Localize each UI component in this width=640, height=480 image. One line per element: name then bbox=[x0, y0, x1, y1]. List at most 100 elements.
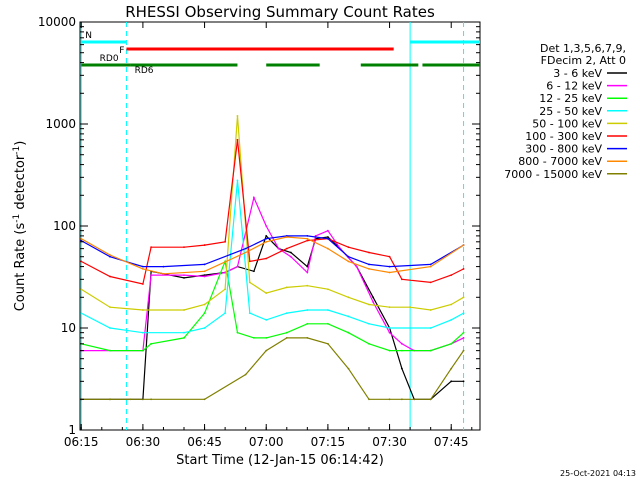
data-point bbox=[462, 312, 465, 314]
data-point bbox=[244, 373, 247, 376]
data-point bbox=[80, 260, 83, 263]
data-point bbox=[368, 342, 370, 345]
data-point bbox=[388, 271, 391, 274]
y-tick-label: 100 bbox=[53, 219, 76, 233]
data-point bbox=[203, 270, 206, 273]
data-point bbox=[326, 309, 329, 311]
data-point bbox=[236, 115, 239, 117]
data-point bbox=[326, 236, 329, 238]
x-tick-label: 06:45 bbox=[187, 435, 222, 449]
data-point bbox=[347, 260, 350, 263]
data-point bbox=[203, 275, 206, 278]
y-tick-label: 10 bbox=[61, 321, 76, 335]
data-point bbox=[326, 322, 329, 325]
data-point bbox=[224, 240, 227, 243]
state-bar-label: RD6 bbox=[135, 66, 154, 76]
data-point bbox=[355, 265, 358, 268]
data-point bbox=[409, 327, 412, 329]
data-point bbox=[183, 309, 185, 311]
y-axis-label-mid: detector bbox=[13, 154, 28, 214]
data-point bbox=[252, 196, 255, 199]
data-point bbox=[326, 288, 329, 291]
y-tick-label: 1 bbox=[68, 423, 76, 437]
data-point bbox=[306, 237, 309, 240]
data-point bbox=[462, 336, 465, 339]
data-point bbox=[265, 225, 268, 227]
data-point bbox=[462, 331, 465, 334]
x-tick-label: 07:15 bbox=[311, 435, 346, 449]
data-point bbox=[203, 398, 206, 401]
data-point bbox=[372, 296, 375, 299]
data-point bbox=[400, 367, 403, 370]
data-point bbox=[368, 251, 370, 254]
data-point bbox=[306, 234, 309, 237]
data-point bbox=[388, 398, 391, 401]
x-tick-label: 06:30 bbox=[126, 435, 161, 449]
data-point bbox=[277, 247, 280, 250]
data-point bbox=[368, 263, 370, 266]
data-point bbox=[450, 319, 453, 321]
legend-entry-label: 100 - 300 keV bbox=[525, 130, 602, 143]
x-tick-label: 07:30 bbox=[372, 435, 407, 449]
data-point bbox=[109, 255, 111, 258]
data-point bbox=[203, 303, 206, 306]
data-point bbox=[80, 239, 83, 242]
data-point bbox=[368, 267, 370, 270]
data-point bbox=[306, 322, 309, 325]
data-point bbox=[265, 257, 268, 260]
data-point bbox=[285, 312, 288, 314]
data-point bbox=[141, 331, 144, 334]
data-point bbox=[109, 398, 111, 401]
data-point bbox=[388, 306, 391, 309]
series-line bbox=[81, 337, 465, 400]
data-point bbox=[252, 336, 255, 339]
legend-entry-label: 50 - 100 keV bbox=[532, 117, 602, 130]
plot-frame bbox=[79, 21, 481, 431]
y-axis-label-sup1: -1 bbox=[12, 214, 22, 223]
y-tick-label: 1000 bbox=[45, 117, 76, 131]
axis-ticks: 06:15 06:30 06:45 07:00 07:15 07:30 07:45 1 10 10… bbox=[38, 15, 480, 449]
data-point bbox=[248, 281, 251, 284]
data-point bbox=[265, 292, 268, 294]
data-point bbox=[244, 247, 247, 250]
data-point bbox=[150, 398, 153, 401]
data-point bbox=[141, 283, 144, 285]
legend-entry-label: 3 - 6 keV bbox=[553, 67, 602, 80]
data-point bbox=[183, 274, 185, 277]
y-axis-label-main: Count Rate (s bbox=[13, 223, 28, 312]
data-point bbox=[450, 274, 453, 277]
legend-entry-label: 800 - 7000 keV bbox=[518, 155, 602, 168]
data-point bbox=[326, 342, 329, 345]
data-point bbox=[109, 349, 111, 352]
data-point bbox=[203, 312, 206, 314]
data-point bbox=[306, 309, 309, 311]
data-point bbox=[462, 349, 465, 352]
data-point bbox=[236, 265, 239, 268]
data-point bbox=[306, 265, 309, 268]
data-point bbox=[347, 315, 350, 318]
chart-title: RHESSI Observing Summary Count Rates bbox=[125, 3, 435, 21]
data-point bbox=[306, 239, 309, 242]
data-point bbox=[285, 247, 288, 250]
data-point bbox=[203, 274, 206, 277]
data-point bbox=[236, 138, 239, 141]
data-point bbox=[429, 281, 432, 284]
data-point bbox=[347, 255, 350, 258]
data-point bbox=[429, 265, 432, 268]
legend-entry-label: 300 - 800 keV bbox=[525, 143, 602, 156]
data-point bbox=[285, 286, 288, 289]
data-point bbox=[450, 342, 453, 345]
data-point bbox=[265, 319, 268, 321]
data-point bbox=[462, 380, 465, 383]
data-point bbox=[326, 229, 329, 232]
data-point bbox=[141, 267, 144, 270]
legend: Det 1,3,5,6,7,9,FDecim 2, Att 03 - 6 keV… bbox=[504, 42, 627, 181]
y-tick-label: 10000 bbox=[38, 15, 76, 29]
data-point bbox=[429, 398, 432, 401]
data-point bbox=[150, 342, 153, 345]
data-point bbox=[462, 296, 465, 299]
data-point bbox=[248, 312, 251, 314]
data-point bbox=[183, 331, 185, 334]
data-point bbox=[129, 398, 132, 401]
